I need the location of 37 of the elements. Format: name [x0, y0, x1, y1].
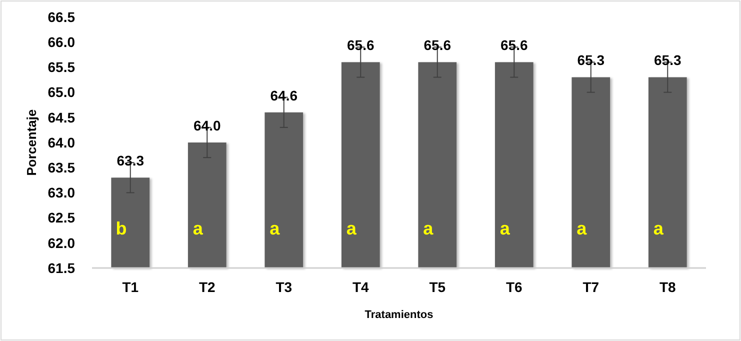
y-tick-label: 66.5 [48, 8, 76, 25]
x-axis-title: Tratamientos [364, 309, 434, 321]
data-label: 65.6 [347, 37, 374, 54]
y-tick-label: 66.0 [48, 34, 76, 50]
annotation: b [116, 218, 127, 238]
annotation: a [270, 218, 281, 238]
annotation: a [346, 218, 358, 238]
annotation: a [653, 218, 664, 238]
x-tick-label: T4 [352, 279, 370, 295]
y-tick-label: 62.5 [48, 210, 76, 226]
annotation: a [500, 218, 511, 238]
data-label: 64.6 [270, 87, 298, 104]
x-tick-label: T3 [276, 279, 292, 295]
annotation: a [192, 218, 204, 238]
data-label: 65.6 [424, 37, 452, 54]
annotation: a [423, 218, 434, 238]
x-tick-label: T5 [429, 279, 446, 295]
data-label: 65.3 [577, 52, 605, 68]
data-label: 64.0 [194, 118, 221, 134]
y-tick-label: 62.0 [48, 234, 76, 251]
x-tick-label: T7 [582, 279, 600, 295]
y-tick-label: 64.5 [48, 109, 76, 126]
y-tick-label: 65.5 [48, 59, 76, 76]
y-tick-label: 63.0 [48, 184, 76, 201]
annotation: a [576, 218, 588, 238]
x-tick-label: T1 [122, 279, 139, 295]
data-label: 63.3 [116, 152, 144, 169]
y-tick-label: 63.5 [48, 160, 76, 176]
y-axis-title: Porcentaje [24, 109, 39, 176]
x-tick-label: T6 [506, 279, 523, 295]
data-label: 65.3 [654, 52, 682, 68]
x-tick-label: T8 [659, 279, 676, 295]
x-tick-label: T2 [198, 279, 216, 295]
data-label: 65.6 [500, 37, 528, 54]
y-tick-label: 65.0 [48, 84, 76, 100]
y-tick-label: 61.5 [48, 260, 76, 276]
y-tick-label: 64.0 [48, 134, 76, 150]
